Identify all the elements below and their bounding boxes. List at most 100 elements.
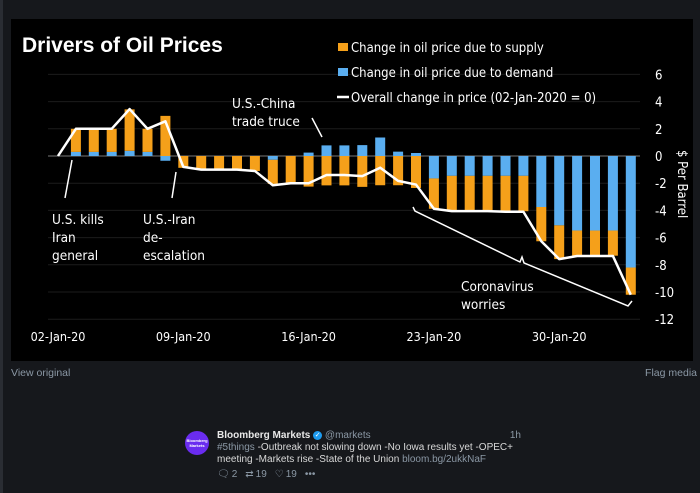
- demand-bar: [518, 156, 529, 176]
- view-original-link[interactable]: View original: [11, 367, 71, 379]
- supply-bar: [214, 156, 225, 170]
- more-button[interactable]: •••: [304, 469, 316, 480]
- flag-media-link[interactable]: Flag media: [645, 367, 697, 379]
- tweet-url-link[interactable]: bloom.bg/2ukkNaF: [402, 454, 487, 465]
- annotation-pointer: [64, 159, 73, 199]
- chart-image[interactable]: Drivers of Oil Prices 6 4 2 0 -2 -4 -6 -8 -10 -12…: [11, 19, 693, 361]
- supply-bar: [482, 175, 493, 212]
- annotation-deesc: U.S.-Iran: [143, 212, 195, 228]
- supply-bar: [464, 175, 475, 212]
- y-tick-label: 6: [655, 68, 662, 83]
- supply-bar: [590, 230, 600, 256]
- tweet-text: #5things -Outbreak not slowing down -No …: [217, 442, 527, 466]
- annotation-corona: worries: [461, 297, 505, 313]
- supply-bar: [446, 175, 457, 212]
- avatar[interactable]: Bloomberg Markets: [185, 431, 209, 455]
- demand-bar: [267, 156, 278, 160]
- supply-bar: [500, 175, 511, 212]
- demand-bar: [482, 156, 493, 176]
- y-tick-label: -2: [655, 177, 667, 192]
- retweet-count: 19: [255, 469, 267, 480]
- annotation-deesc: de-: [143, 230, 163, 246]
- tweet-time[interactable]: 1h: [509, 430, 521, 441]
- reply-button[interactable]: 🗨︎ 2: [217, 469, 237, 480]
- annotation-pointer: [171, 171, 177, 199]
- supply-bar: [411, 156, 421, 188]
- x-tick-label: 16-Jan-20: [281, 329, 336, 344]
- demand-bar: [303, 152, 314, 156]
- annotation-kills: Iran: [52, 230, 76, 246]
- chart-title: Drivers of Oil Prices: [22, 34, 223, 57]
- y-axis-label: $ Per Barrel: [674, 150, 689, 218]
- supply-bar: [106, 128, 117, 152]
- like-button[interactable]: ♡ 19: [275, 469, 297, 480]
- supply-bar: [232, 156, 242, 170]
- demand-bar: [124, 150, 135, 156]
- demand-bar: [446, 156, 457, 176]
- demand-bar: [554, 156, 565, 226]
- legend-swatch-demand: [338, 68, 348, 76]
- legend-label: Change in oil price due to supply: [351, 41, 544, 56]
- supply-bar: [428, 178, 439, 209]
- y-tick-label: 4: [655, 96, 662, 111]
- demand-bar: [393, 151, 404, 156]
- reply-icon: 🗨︎: [217, 469, 230, 480]
- like-count: 19: [285, 469, 297, 480]
- x-tick-label: 09-Jan-20: [156, 329, 211, 344]
- annotation-pointer: [311, 117, 323, 138]
- supply-bar: [321, 156, 332, 186]
- author-name[interactable]: Bloomberg Markets: [217, 430, 311, 441]
- demand-bar: [625, 156, 636, 268]
- demand-bar: [590, 156, 600, 231]
- supply-bar: [339, 156, 350, 186]
- x-tick-label: 30-Jan-20: [532, 329, 587, 344]
- supply-bar: [196, 156, 207, 170]
- supply-bar: [70, 128, 81, 152]
- demand-bar: [70, 151, 81, 156]
- annotation-kills: general: [52, 248, 98, 264]
- demand-bar: [411, 153, 421, 156]
- demand-bar: [339, 145, 350, 156]
- retweet-button[interactable]: ⇄ 19: [245, 469, 267, 480]
- supply-bar: [88, 128, 99, 152]
- legend-label: Change in oil price due to demand: [351, 66, 553, 81]
- supply-bar: [303, 156, 314, 187]
- author-handle[interactable]: @markets: [324, 430, 371, 441]
- annotation-truce: trade truce: [232, 114, 300, 130]
- demand-bar: [375, 137, 386, 156]
- annotation-corona: Coronavirus: [461, 279, 534, 295]
- demand-bar: [88, 151, 99, 156]
- supply-bar: [607, 230, 618, 256]
- demand-bar: [321, 145, 332, 156]
- tweet-body: -Outbreak not slowing down -No Iowa resu…: [217, 442, 513, 465]
- legend-swatch-supply: [338, 43, 348, 51]
- heart-icon: ♡: [274, 469, 284, 480]
- oil-prices-chart: Drivers of Oil Prices 6 4 2 0 -2 -4 -6 -8 -10 -12…: [22, 34, 689, 344]
- y-tick-label: -12: [655, 313, 674, 328]
- supply-bar: [536, 207, 547, 242]
- supply-bar: [572, 230, 583, 256]
- demand-bar: [160, 156, 171, 161]
- supply-bar: [518, 175, 529, 212]
- supply-bar: [142, 128, 153, 152]
- demand-bar: [464, 156, 475, 176]
- supply-bar: [357, 156, 368, 187]
- y-tick-label: -4: [655, 204, 667, 219]
- x-tick-label: 02-Jan-20: [31, 329, 86, 344]
- demand-bar: [106, 151, 117, 156]
- supply-bar: [285, 156, 296, 184]
- verified-badge-icon: ✓: [313, 430, 323, 440]
- demand-bar: [607, 156, 618, 231]
- hashtag-link[interactable]: #5things: [217, 442, 255, 453]
- supply-bar: [554, 225, 565, 260]
- demand-bar: [500, 156, 511, 176]
- reply-count: 2: [231, 469, 238, 480]
- x-tick-label: 23-Jan-20: [407, 329, 462, 344]
- legend-label: Overall change in price (02-Jan-2020 = 0…: [351, 91, 596, 106]
- y-tick-label: -6: [655, 232, 667, 247]
- window-edge: [0, 0, 3, 493]
- retweet-icon: ⇄: [245, 469, 254, 480]
- y-tick-label: -8: [655, 259, 667, 274]
- annotation-kills: U.S. kills: [52, 212, 104, 228]
- demand-bar: [142, 151, 153, 156]
